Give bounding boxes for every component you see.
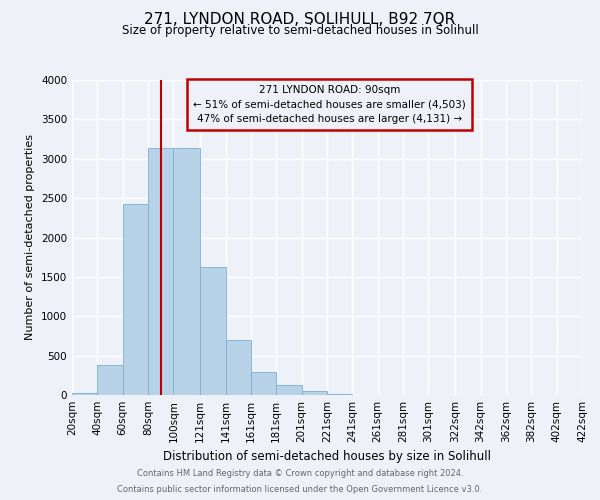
- Bar: [123, 204, 148, 395]
- Bar: [173, 148, 200, 395]
- Bar: [148, 148, 173, 395]
- Bar: [72, 393, 97, 395]
- Bar: [276, 385, 302, 395]
- Text: Size of property relative to semi-detached houses in Solihull: Size of property relative to semi-detach…: [122, 24, 478, 37]
- Bar: [302, 390, 327, 395]
- Text: Contains public sector information licensed under the Open Government Licence v3: Contains public sector information licen…: [118, 485, 482, 494]
- Bar: [226, 340, 251, 395]
- Bar: [200, 266, 226, 395]
- Bar: [327, 394, 352, 395]
- Text: 271 LYNDON ROAD: 90sqm
← 51% of semi-detached houses are smaller (4,503)
47% of : 271 LYNDON ROAD: 90sqm ← 51% of semi-det…: [193, 84, 466, 124]
- Text: 271, LYNDON ROAD, SOLIHULL, B92 7QR: 271, LYNDON ROAD, SOLIHULL, B92 7QR: [145, 12, 455, 26]
- X-axis label: Distribution of semi-detached houses by size in Solihull: Distribution of semi-detached houses by …: [163, 450, 491, 464]
- Bar: [97, 366, 123, 395]
- Bar: [251, 372, 276, 395]
- Y-axis label: Number of semi-detached properties: Number of semi-detached properties: [25, 134, 35, 340]
- Text: Contains HM Land Registry data © Crown copyright and database right 2024.: Contains HM Land Registry data © Crown c…: [137, 468, 463, 477]
